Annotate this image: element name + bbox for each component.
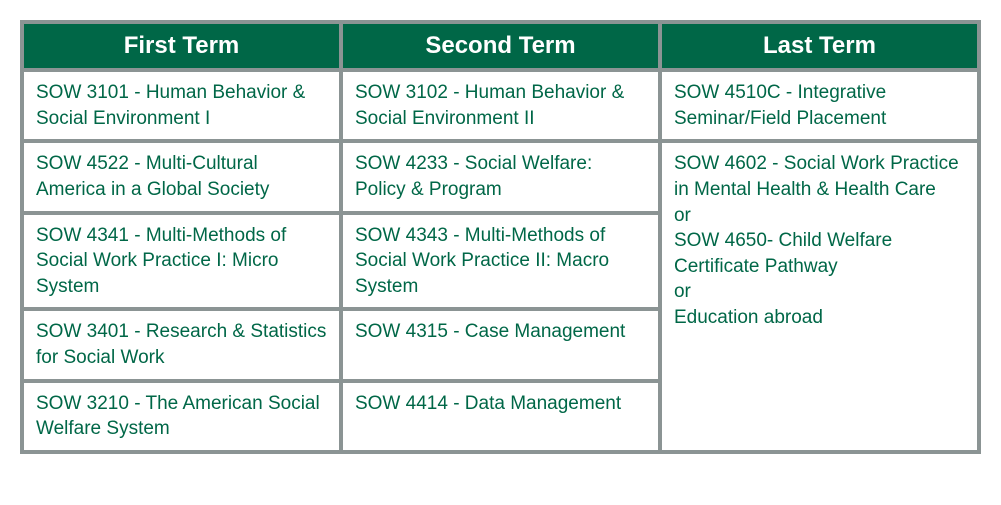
course-cell: SOW 3401 - Research & Statistics for Soc… <box>24 311 339 378</box>
col-header-last-term: Last Term <box>662 24 977 68</box>
course-cell: SOW 4233 - Social Welfare: Policy & Prog… <box>343 143 658 210</box>
course-cell: SOW 4414 - Data Management <box>343 383 658 450</box>
course-cell: SOW 3210 - The American Social Welfare S… <box>24 383 339 450</box>
course-cell: SOW 4522 - Multi-Cultural America in a G… <box>24 143 339 210</box>
table-row: SOW 4522 - Multi-Cultural America in a G… <box>24 143 977 210</box>
course-cell: SOW 4315 - Case Management <box>343 311 658 378</box>
course-cell: SOW 4510C - Integrative Seminar/Field Pl… <box>662 72 977 139</box>
course-cell: SOW 4341 - Multi-Methods of Social Work … <box>24 215 339 308</box>
course-cell: SOW 4602 - Social Work Practice in Menta… <box>662 143 977 450</box>
col-header-first-term: First Term <box>24 24 339 68</box>
table-header-row: First Term Second Term Last Term <box>24 24 977 68</box>
course-cell: SOW 3101 - Human Behavior & Social Envir… <box>24 72 339 139</box>
curriculum-table: First Term Second Term Last Term SOW 310… <box>20 20 981 454</box>
course-cell: SOW 3102 - Human Behavior & Social Envir… <box>343 72 658 139</box>
course-cell: SOW 4343 - Multi-Methods of Social Work … <box>343 215 658 308</box>
table-row: SOW 3101 - Human Behavior & Social Envir… <box>24 72 977 139</box>
col-header-second-term: Second Term <box>343 24 658 68</box>
